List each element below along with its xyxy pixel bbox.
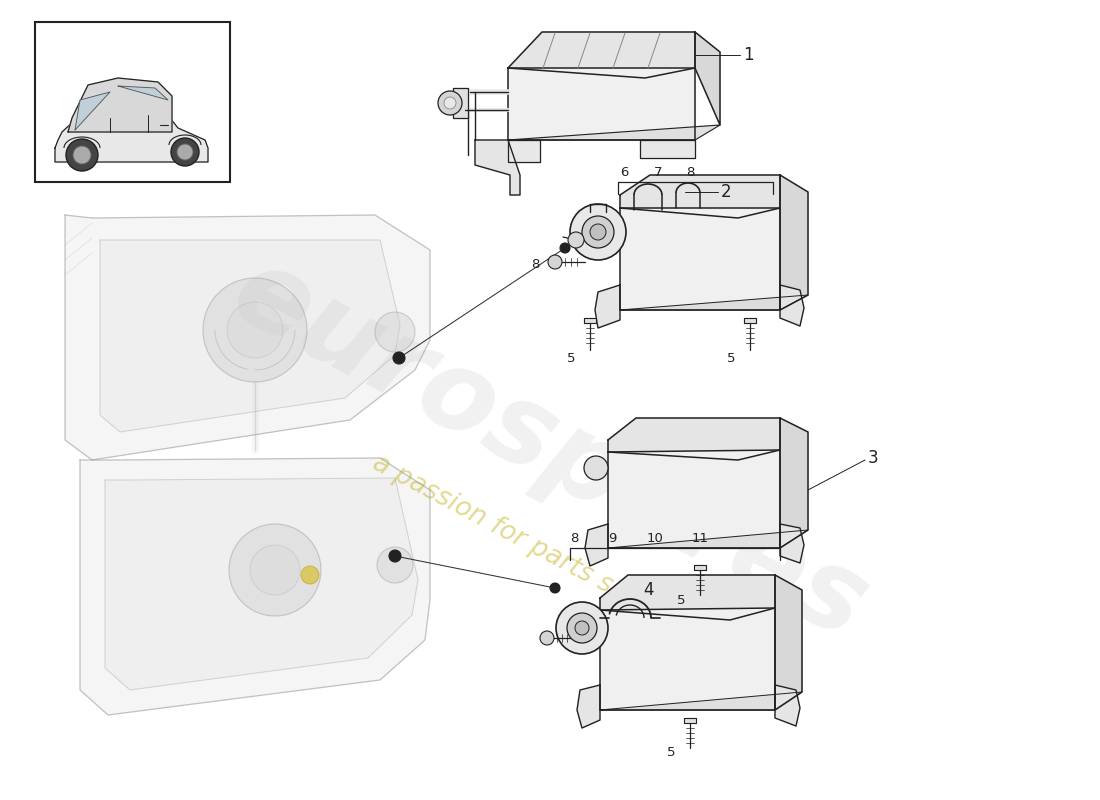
Text: 1: 1 (742, 46, 754, 64)
Circle shape (438, 91, 462, 115)
Polygon shape (780, 418, 808, 548)
Polygon shape (776, 575, 802, 710)
Polygon shape (780, 285, 804, 326)
Circle shape (301, 566, 319, 584)
Polygon shape (600, 608, 775, 710)
Polygon shape (608, 450, 780, 548)
Text: 10: 10 (647, 531, 663, 545)
Circle shape (204, 278, 307, 382)
Polygon shape (508, 32, 695, 78)
Polygon shape (620, 295, 808, 310)
Polygon shape (475, 140, 520, 195)
Polygon shape (600, 575, 775, 620)
Polygon shape (776, 685, 800, 726)
Polygon shape (608, 530, 808, 548)
Polygon shape (508, 68, 695, 140)
Circle shape (584, 456, 608, 480)
Circle shape (560, 243, 570, 253)
Polygon shape (694, 565, 706, 570)
Circle shape (550, 583, 560, 593)
Polygon shape (640, 140, 695, 158)
Circle shape (227, 302, 283, 358)
Text: 7: 7 (653, 166, 662, 178)
Polygon shape (65, 215, 430, 460)
Circle shape (375, 312, 415, 352)
Text: 5: 5 (566, 351, 575, 365)
Polygon shape (695, 32, 721, 125)
Circle shape (177, 144, 192, 160)
Text: 3: 3 (868, 449, 879, 467)
Text: 8: 8 (570, 531, 579, 545)
Circle shape (393, 352, 405, 364)
Polygon shape (684, 718, 696, 723)
Polygon shape (55, 112, 208, 162)
Circle shape (582, 216, 614, 248)
Text: 8: 8 (531, 258, 540, 271)
Polygon shape (104, 478, 418, 690)
Circle shape (444, 97, 456, 109)
Polygon shape (80, 458, 430, 715)
Circle shape (570, 204, 626, 260)
Circle shape (229, 524, 321, 616)
Circle shape (568, 232, 584, 248)
Polygon shape (780, 175, 808, 310)
Polygon shape (780, 524, 804, 563)
Circle shape (73, 146, 91, 164)
Polygon shape (608, 418, 780, 460)
Text: 5: 5 (726, 351, 735, 365)
Polygon shape (620, 175, 780, 218)
Polygon shape (508, 125, 720, 140)
Circle shape (548, 255, 562, 269)
Polygon shape (584, 318, 596, 323)
Polygon shape (508, 140, 540, 162)
Circle shape (575, 621, 589, 635)
Polygon shape (585, 524, 608, 566)
Polygon shape (75, 92, 110, 130)
Text: 4: 4 (644, 581, 653, 599)
Circle shape (556, 602, 608, 654)
Polygon shape (100, 240, 400, 432)
Bar (35, 22, 230, 182)
Text: a passion for parts since 1985: a passion for parts since 1985 (368, 450, 732, 660)
Circle shape (66, 139, 98, 171)
Circle shape (590, 224, 606, 240)
Circle shape (566, 613, 597, 643)
Circle shape (377, 547, 412, 583)
Circle shape (389, 550, 402, 562)
Circle shape (250, 545, 300, 595)
Text: 6: 6 (619, 166, 628, 178)
Polygon shape (118, 86, 168, 100)
Text: 5: 5 (667, 746, 675, 759)
Text: 8: 8 (685, 166, 694, 178)
Circle shape (540, 631, 554, 645)
Polygon shape (744, 318, 756, 323)
Text: 2: 2 (720, 183, 732, 201)
Circle shape (170, 138, 199, 166)
Polygon shape (595, 285, 620, 328)
Polygon shape (578, 685, 600, 728)
Text: 11: 11 (692, 531, 708, 545)
Polygon shape (68, 78, 172, 132)
Text: 9: 9 (608, 531, 616, 545)
Text: eurospares: eurospares (214, 238, 886, 662)
Text: 5: 5 (676, 594, 685, 606)
Polygon shape (453, 88, 468, 118)
Polygon shape (600, 692, 802, 710)
Polygon shape (620, 208, 780, 310)
